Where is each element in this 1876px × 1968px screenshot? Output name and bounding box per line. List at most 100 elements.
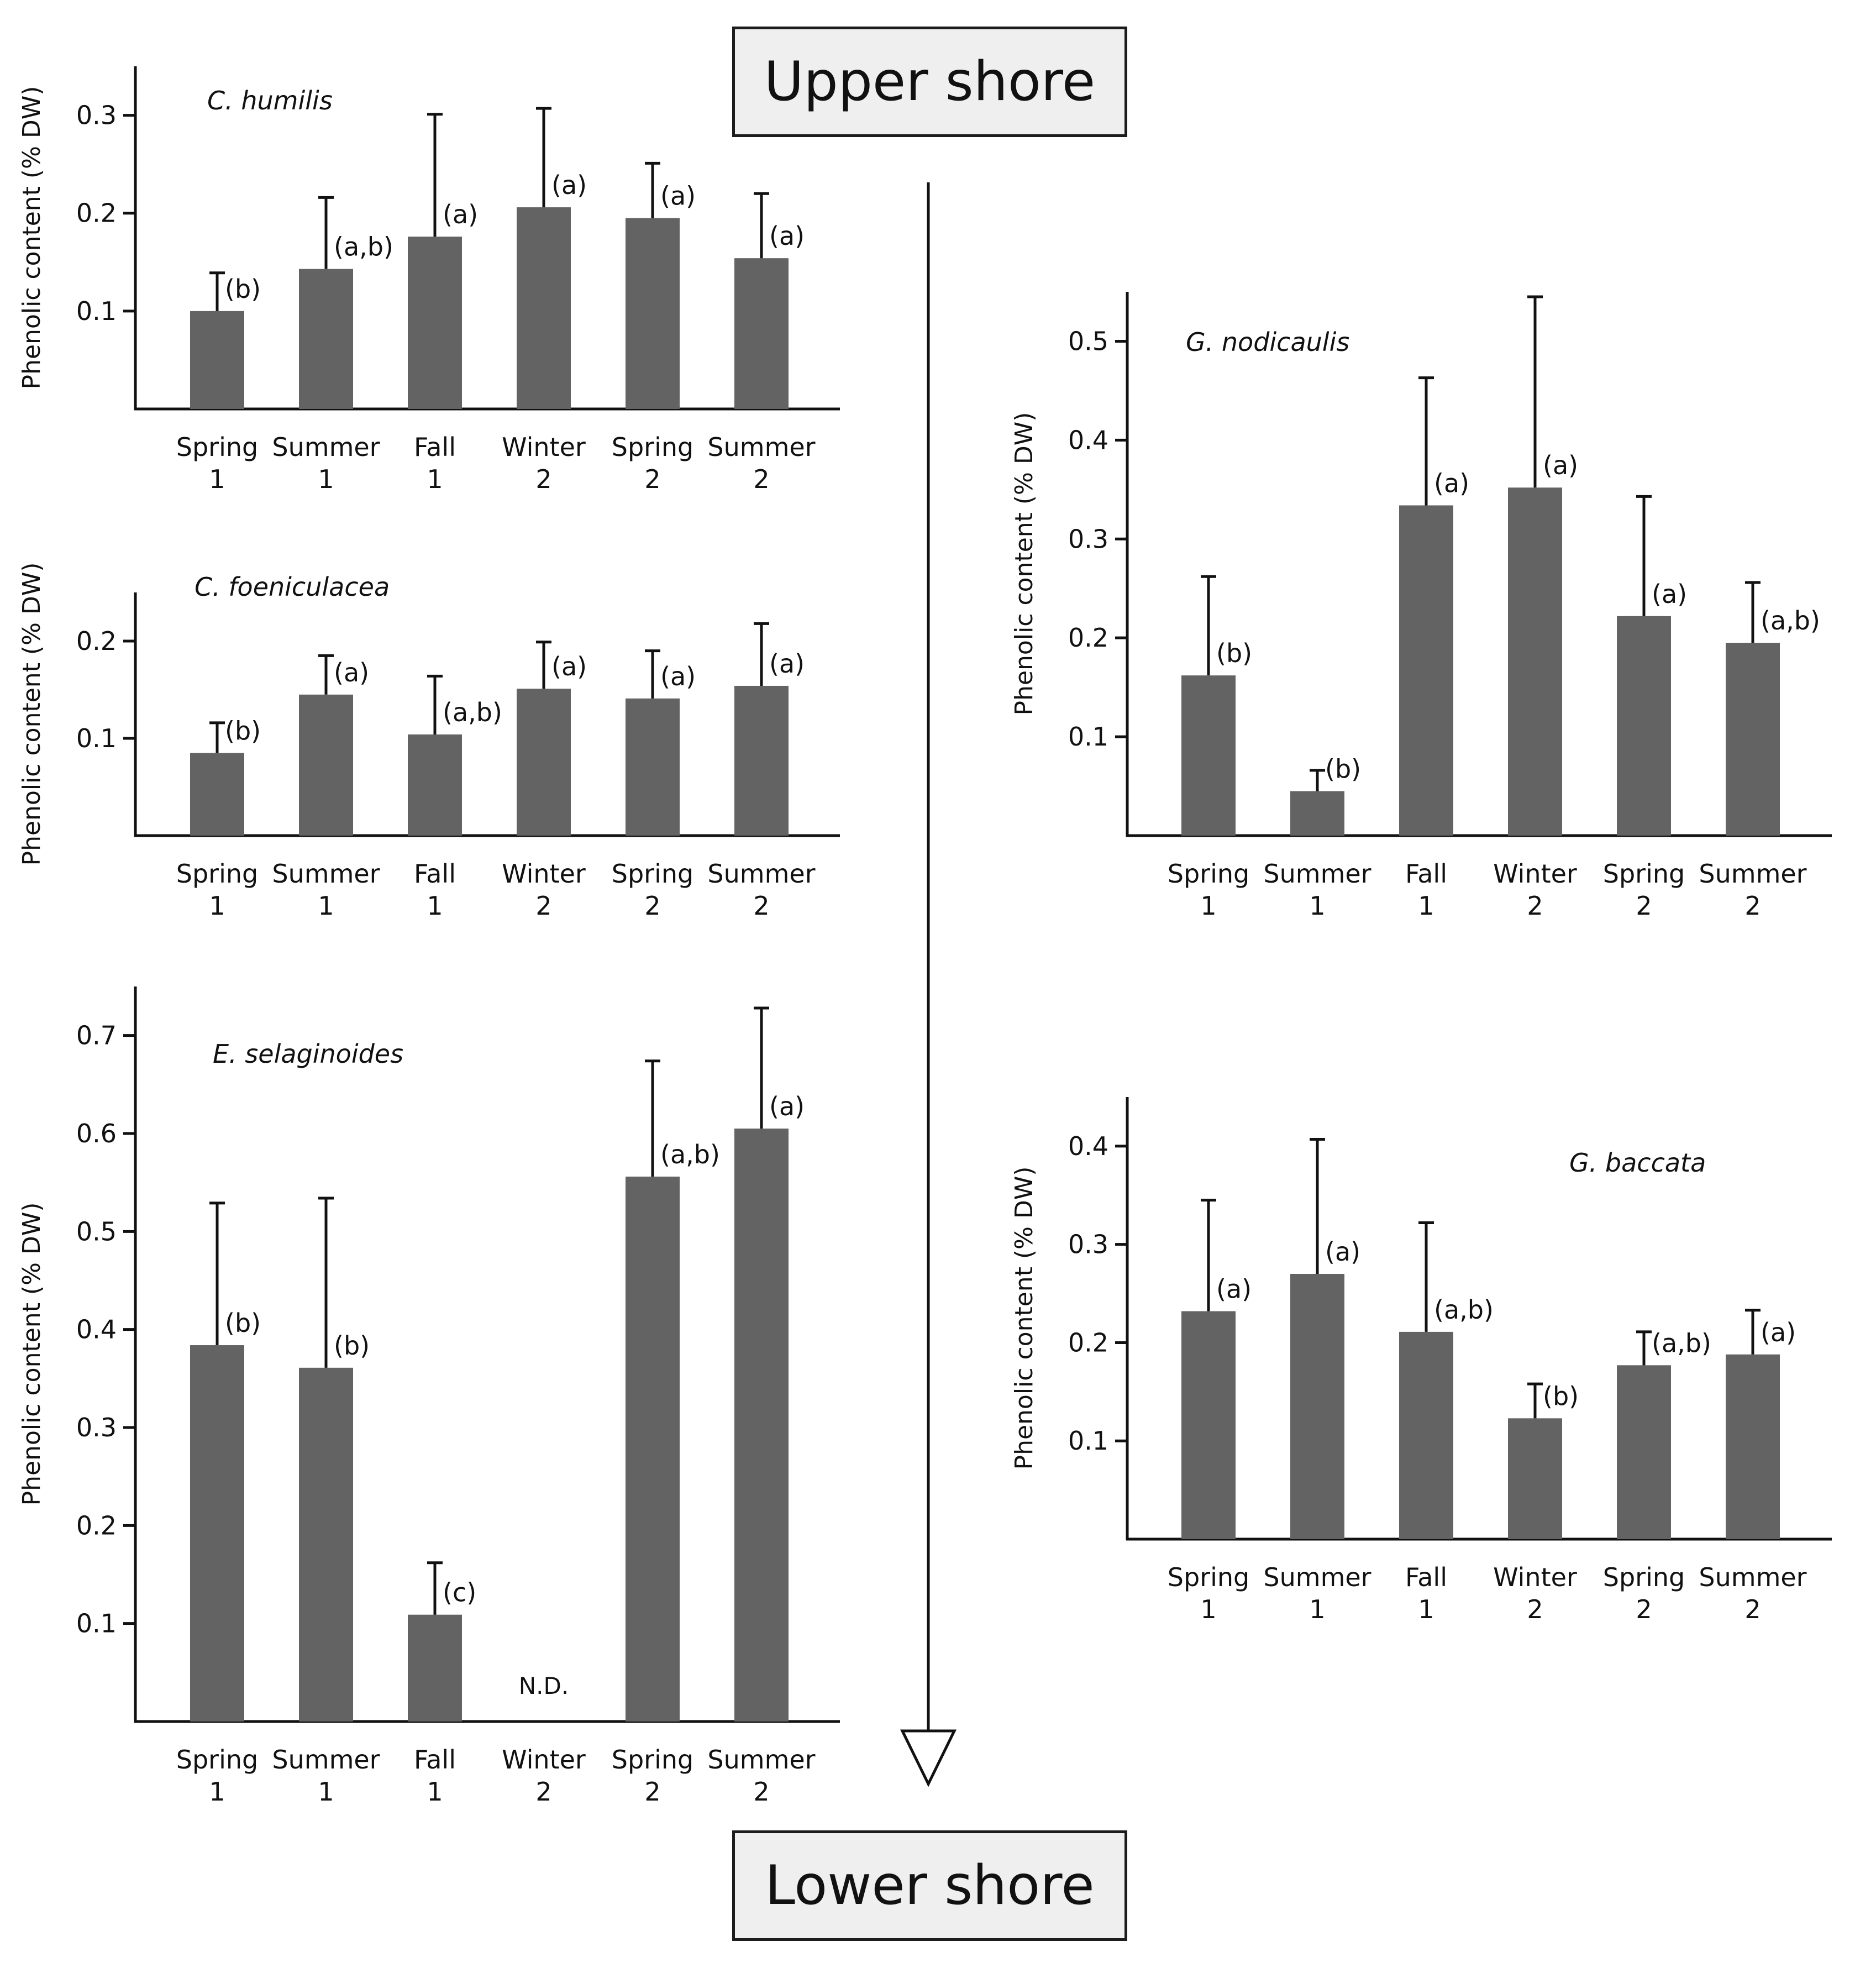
- e-selaginoides-x-tick-label: Summer: [272, 1745, 380, 1775]
- g-baccata-significance-label: (a): [1325, 1237, 1360, 1267]
- g-baccata-x-tick-label: Fall: [1405, 1562, 1447, 1592]
- g-nodicaulis-x-tick-label: 1: [1418, 891, 1434, 921]
- e-selaginoides-y-tick-label: 0.4: [76, 1315, 117, 1345]
- c-foeniculacea-bar: [517, 689, 571, 836]
- c-foeniculacea-y-axis-label: Phenolic content (% DW): [18, 563, 46, 866]
- g-baccata-x-tick-label: 1: [1309, 1594, 1325, 1624]
- g-baccata-y-tick-label: 0.3: [1068, 1230, 1108, 1259]
- g-baccata-bar: [1399, 1331, 1453, 1539]
- e-selaginoides-significance-label: (b): [334, 1331, 370, 1361]
- c-foeniculacea-x-tick-label: 2: [644, 891, 660, 921]
- g-nodicaulis-y-tick-label: 0.4: [1068, 425, 1108, 455]
- g-nodicaulis-chart-title: G. nodicaulis: [1186, 327, 1349, 357]
- g-baccata-x-tick-label: 1: [1200, 1594, 1216, 1624]
- c-humilis-bar: [299, 269, 353, 409]
- g-nodicaulis-y-tick-label: 0.5: [1068, 326, 1108, 356]
- c-foeniculacea-x-tick-label: 1: [209, 891, 225, 921]
- e-selaginoides-y-tick-label: 0.7: [76, 1021, 117, 1051]
- e-selaginoides-significance-label: (c): [443, 1578, 476, 1608]
- e-selaginoides-significance-label: (a,b): [660, 1140, 720, 1169]
- c-foeniculacea-significance-label: (b): [225, 716, 261, 746]
- e-selaginoides-chart-title: E. selaginoides: [213, 1039, 403, 1069]
- g-baccata-y-tick-label: 0.4: [1068, 1131, 1108, 1161]
- g-nodicaulis-x-tick-label: Spring: [1168, 859, 1249, 889]
- c-humilis-significance-label: (a): [443, 200, 478, 229]
- g-nodicaulis-significance-label: (a): [1543, 450, 1578, 480]
- c-humilis-x-tick-label: Spring: [176, 432, 258, 462]
- c-foeniculacea-significance-label: (a): [660, 662, 696, 691]
- g-baccata-bar: [1617, 1365, 1671, 1539]
- g-baccata-bar: [1290, 1274, 1344, 1539]
- c-humilis-x-tick-label: Summer: [707, 432, 815, 462]
- g-nodicaulis-significance-label: (b): [1216, 638, 1252, 668]
- c-foeniculacea-x-tick-label: 1: [318, 891, 334, 921]
- c-humilis-significance-label: (a,b): [334, 232, 393, 262]
- g-baccata-x-tick-label: 2: [1527, 1594, 1543, 1624]
- e-selaginoides-x-tick-label: 2: [535, 1777, 551, 1807]
- c-humilis-x-tick-label: 2: [644, 464, 660, 494]
- e-selaginoides-y-tick-label: 0.1: [76, 1609, 117, 1639]
- e-selaginoides-x-tick-label: 1: [318, 1777, 334, 1807]
- g-baccata-x-tick-label: 1: [1418, 1594, 1434, 1624]
- g-baccata-x-tick-label: Spring: [1168, 1562, 1249, 1592]
- e-selaginoides-y-axis-label: Phenolic content (% DW): [18, 1203, 46, 1506]
- e-selaginoides-x-tick-label: 1: [427, 1777, 443, 1807]
- g-baccata-significance-label: (a): [1216, 1274, 1252, 1304]
- g-baccata-bar: [1181, 1311, 1236, 1539]
- c-humilis-x-tick-label: 2: [753, 464, 769, 494]
- c-foeniculacea-chart-title: C. foeniculacea: [195, 572, 390, 602]
- c-humilis-bar: [190, 311, 244, 409]
- c-foeniculacea-x-tick-label: 1: [427, 891, 443, 921]
- c-humilis-y-tick-label: 0.2: [76, 198, 117, 228]
- c-humilis-x-tick-label: 1: [318, 464, 334, 494]
- c-humilis-significance-label: (a): [551, 170, 587, 200]
- c-foeniculacea-y-tick-label: 0.1: [76, 723, 117, 753]
- c-humilis-chart-title: C. humilis: [207, 86, 333, 116]
- g-nodicaulis-bar: [1181, 675, 1236, 836]
- c-humilis-significance-label: (a): [769, 221, 805, 251]
- e-selaginoides-x-tick-label: Fall: [414, 1745, 456, 1775]
- g-nodicaulis-y-tick-label: 0.3: [1068, 524, 1108, 554]
- g-baccata-x-tick-label: Winter: [1493, 1562, 1577, 1592]
- c-foeniculacea-bar: [408, 734, 462, 836]
- g-baccata-significance-label: (a,b): [1434, 1295, 1494, 1325]
- c-humilis-bar: [408, 237, 462, 409]
- c-foeniculacea-significance-label: (a): [551, 652, 587, 681]
- e-selaginoides-y-tick-label: 0.5: [76, 1216, 117, 1246]
- c-humilis-x-tick-label: Spring: [612, 432, 693, 462]
- e-selaginoides-y-tick-label: 0.6: [76, 1119, 117, 1148]
- g-nodicaulis-significance-label: (a): [1652, 579, 1687, 609]
- g-baccata-significance-label: (a,b): [1652, 1328, 1711, 1358]
- upper-shore-label: Upper shore: [732, 27, 1127, 137]
- c-humilis-y-axis-label: Phenolic content (% DW): [18, 86, 46, 390]
- g-nodicaulis-significance-label: (b): [1325, 754, 1361, 784]
- g-nodicaulis-y-tick-label: 0.2: [1068, 623, 1108, 653]
- g-nodicaulis-bar: [1508, 487, 1562, 836]
- c-foeniculacea-significance-label: (a,b): [443, 697, 502, 727]
- e-selaginoides-y-tick-label: 0.2: [76, 1510, 117, 1540]
- g-baccata-x-tick-label: Summer: [1699, 1562, 1806, 1592]
- g-baccata-x-tick-label: Summer: [1263, 1562, 1371, 1592]
- c-humilis-significance-label: (b): [225, 274, 261, 304]
- g-nodicaulis-x-tick-label: Winter: [1493, 859, 1577, 889]
- e-selaginoides-bar: [190, 1345, 244, 1722]
- c-humilis-x-tick-label: Fall: [414, 432, 456, 462]
- c-foeniculacea-significance-label: (a): [769, 649, 805, 679]
- c-humilis-y-tick-label: 0.1: [76, 296, 117, 326]
- g-baccata-bar: [1726, 1354, 1780, 1539]
- g-baccata-significance-label: (a): [1761, 1318, 1796, 1347]
- g-nodicaulis-x-tick-label: Summer: [1263, 859, 1371, 889]
- g-baccata-x-tick-label: 2: [1744, 1594, 1761, 1624]
- c-foeniculacea-significance-label: (a): [334, 658, 369, 688]
- c-foeniculacea-bar: [734, 685, 789, 836]
- g-nodicaulis-significance-label: (a,b): [1761, 606, 1820, 636]
- g-baccata-chart-title: G. baccata: [1569, 1148, 1706, 1178]
- e-selaginoides-significance-label: (b): [225, 1308, 261, 1338]
- g-nodicaulis-x-tick-label: 2: [1527, 891, 1543, 921]
- c-humilis-bar: [626, 218, 680, 409]
- e-selaginoides-x-tick-label: Spring: [176, 1745, 258, 1775]
- c-humilis-bar: [517, 207, 571, 409]
- e-selaginoides-x-tick-label: 1: [209, 1777, 225, 1807]
- c-foeniculacea-x-tick-label: Spring: [176, 859, 258, 889]
- e-selaginoides-nd-label: N.D.: [519, 1672, 569, 1699]
